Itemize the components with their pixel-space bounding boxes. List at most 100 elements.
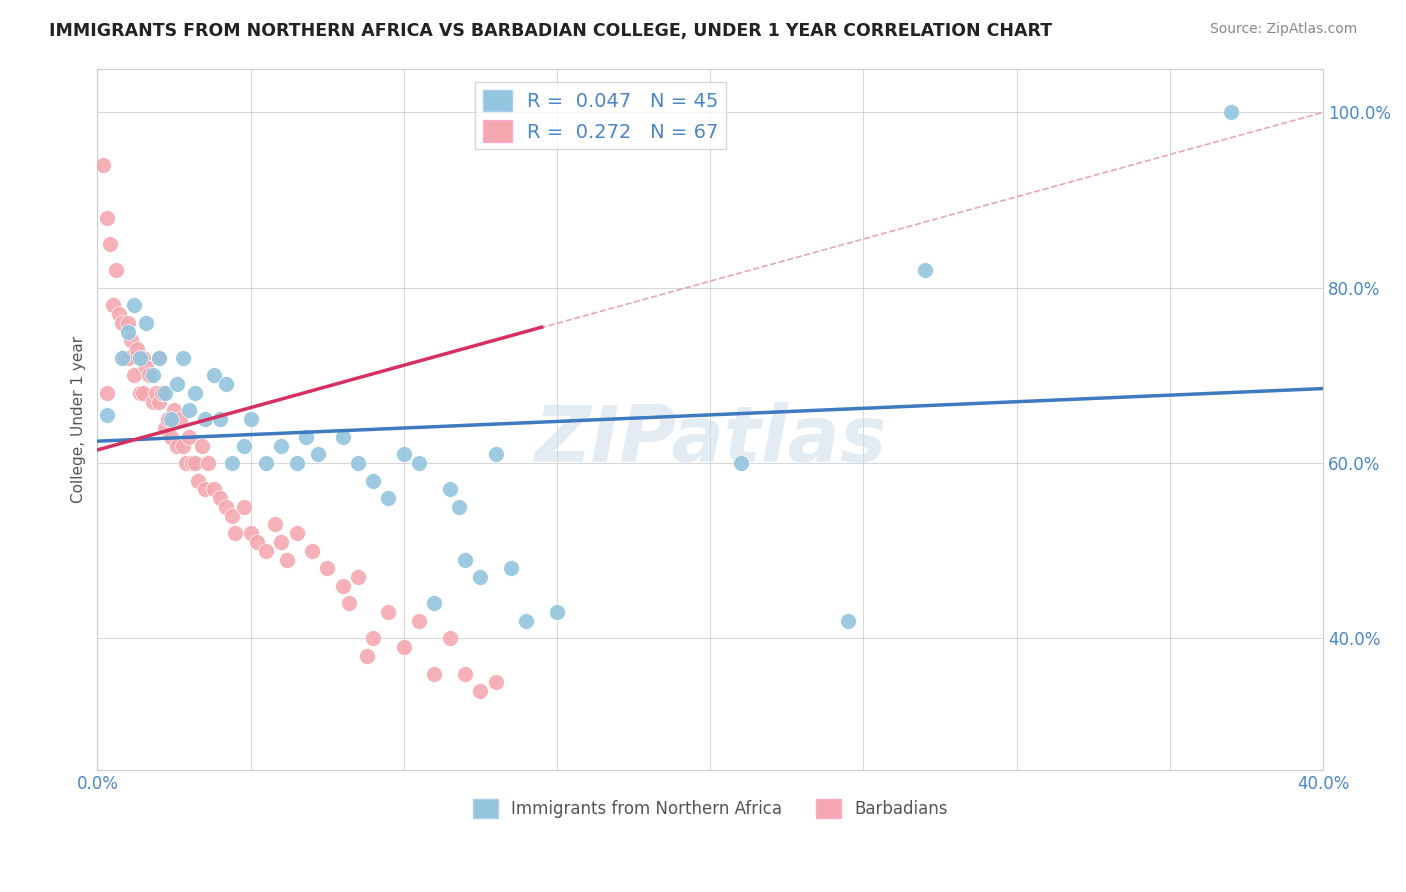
Point bbox=[194, 483, 217, 497]
Point bbox=[233, 500, 256, 514]
Point bbox=[470, 684, 492, 698]
Text: IMMIGRANTS FROM NORTHERN AFRICA VS BARBADIAN COLLEGE, UNDER 1 YEAR CORRELATION C: IMMIGRANTS FROM NORTHERN AFRICA VS BARBA… bbox=[49, 22, 1052, 40]
Point bbox=[174, 456, 197, 470]
Point bbox=[96, 408, 118, 422]
Point bbox=[135, 316, 157, 330]
Point bbox=[166, 377, 188, 392]
Point bbox=[122, 298, 145, 312]
Point bbox=[285, 526, 308, 541]
Point bbox=[127, 342, 149, 356]
Point bbox=[184, 386, 207, 401]
Point bbox=[153, 421, 176, 435]
Point bbox=[111, 351, 134, 365]
Point bbox=[276, 552, 298, 566]
Point bbox=[93, 158, 115, 172]
Point bbox=[408, 614, 430, 628]
Point bbox=[233, 439, 256, 453]
Point bbox=[101, 298, 124, 312]
Point bbox=[150, 386, 173, 401]
Point bbox=[129, 351, 152, 365]
Point bbox=[1220, 105, 1243, 120]
Point bbox=[515, 614, 537, 628]
Point bbox=[439, 632, 461, 646]
Point bbox=[179, 430, 201, 444]
Point bbox=[270, 535, 292, 549]
Point bbox=[246, 535, 269, 549]
Point bbox=[239, 526, 262, 541]
Point bbox=[423, 596, 446, 610]
Text: Source: ZipAtlas.com: Source: ZipAtlas.com bbox=[1209, 22, 1357, 37]
Point bbox=[254, 456, 277, 470]
Point bbox=[347, 456, 370, 470]
Point bbox=[224, 526, 246, 541]
Point bbox=[138, 368, 160, 383]
Point bbox=[285, 456, 308, 470]
Point bbox=[197, 456, 219, 470]
Point bbox=[377, 605, 399, 619]
Point bbox=[837, 614, 859, 628]
Point bbox=[163, 403, 186, 417]
Point bbox=[239, 412, 262, 426]
Point bbox=[166, 439, 188, 453]
Point bbox=[107, 307, 129, 321]
Point bbox=[194, 412, 217, 426]
Point bbox=[114, 351, 136, 365]
Point bbox=[148, 351, 170, 365]
Point bbox=[181, 456, 204, 470]
Point bbox=[730, 456, 752, 470]
Point bbox=[172, 351, 194, 365]
Point bbox=[914, 263, 936, 277]
Point bbox=[470, 570, 492, 584]
Point bbox=[454, 552, 477, 566]
Point bbox=[120, 334, 142, 348]
Point bbox=[160, 430, 183, 444]
Point bbox=[141, 368, 163, 383]
Point bbox=[215, 377, 238, 392]
Y-axis label: College, Under 1 year: College, Under 1 year bbox=[72, 335, 86, 503]
Point bbox=[187, 474, 209, 488]
Point bbox=[546, 605, 568, 619]
Point bbox=[132, 351, 155, 365]
Legend: Immigrants from Northern Africa, Barbadians: Immigrants from Northern Africa, Barbadi… bbox=[467, 793, 955, 825]
Point bbox=[270, 439, 292, 453]
Point bbox=[264, 517, 287, 532]
Point bbox=[254, 543, 277, 558]
Point bbox=[117, 351, 139, 365]
Point bbox=[98, 236, 121, 251]
Point bbox=[129, 386, 152, 401]
Point bbox=[117, 316, 139, 330]
Point bbox=[439, 483, 461, 497]
Point bbox=[141, 394, 163, 409]
Point bbox=[356, 648, 378, 663]
Point bbox=[347, 570, 370, 584]
Point bbox=[111, 316, 134, 330]
Point bbox=[208, 412, 231, 426]
Point bbox=[294, 430, 316, 444]
Point bbox=[96, 211, 118, 225]
Point bbox=[392, 640, 415, 655]
Point bbox=[156, 412, 179, 426]
Point bbox=[202, 368, 225, 383]
Point bbox=[221, 508, 243, 523]
Point bbox=[454, 666, 477, 681]
Point bbox=[96, 386, 118, 401]
Text: ZIPatlas: ZIPatlas bbox=[534, 402, 886, 478]
Point bbox=[169, 412, 191, 426]
Point bbox=[190, 439, 212, 453]
Point bbox=[377, 491, 399, 505]
Point bbox=[148, 351, 170, 365]
Point bbox=[145, 386, 167, 401]
Point bbox=[499, 561, 522, 575]
Point bbox=[104, 263, 127, 277]
Point bbox=[316, 561, 339, 575]
Point bbox=[117, 325, 139, 339]
Point bbox=[122, 368, 145, 383]
Point bbox=[392, 447, 415, 461]
Point bbox=[337, 596, 360, 610]
Point bbox=[172, 439, 194, 453]
Point bbox=[447, 500, 470, 514]
Point bbox=[148, 394, 170, 409]
Point bbox=[221, 456, 243, 470]
Point bbox=[332, 430, 354, 444]
Point bbox=[361, 632, 384, 646]
